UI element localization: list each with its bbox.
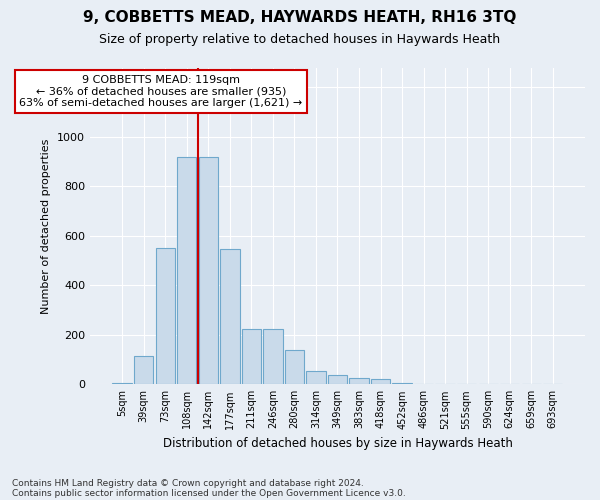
Text: 9, COBBETTS MEAD, HAYWARDS HEATH, RH16 3TQ: 9, COBBETTS MEAD, HAYWARDS HEATH, RH16 3… (83, 10, 517, 25)
Bar (349, 378, 369, 384)
Text: Contains public sector information licensed under the Open Government Licence v3: Contains public sector information licen… (12, 488, 406, 498)
Bar (328, 375, 347, 384)
Bar (199, 156, 218, 384)
Text: Contains HM Land Registry data © Crown copyright and database right 2024.: Contains HM Land Registry data © Crown c… (12, 478, 364, 488)
Text: 9 COBBETTS MEAD: 119sqm
← 36% of detached houses are smaller (935)
63% of semi-d: 9 COBBETTS MEAD: 119sqm ← 36% of detache… (19, 75, 302, 108)
Bar (220, 250, 239, 384)
Text: Size of property relative to detached houses in Haywards Heath: Size of property relative to detached ho… (100, 32, 500, 46)
X-axis label: Distribution of detached houses by size in Haywards Heath: Distribution of detached houses by size … (163, 437, 512, 450)
Bar (177, 156, 196, 384)
Y-axis label: Number of detached properties: Number of detached properties (41, 138, 52, 314)
Bar (155, 248, 175, 384)
Bar (134, 356, 154, 384)
Bar (306, 370, 326, 384)
Bar (392, 383, 412, 384)
Bar (242, 328, 261, 384)
Bar (112, 383, 132, 384)
Bar (285, 350, 304, 384)
Bar (263, 328, 283, 384)
Bar (371, 380, 390, 384)
